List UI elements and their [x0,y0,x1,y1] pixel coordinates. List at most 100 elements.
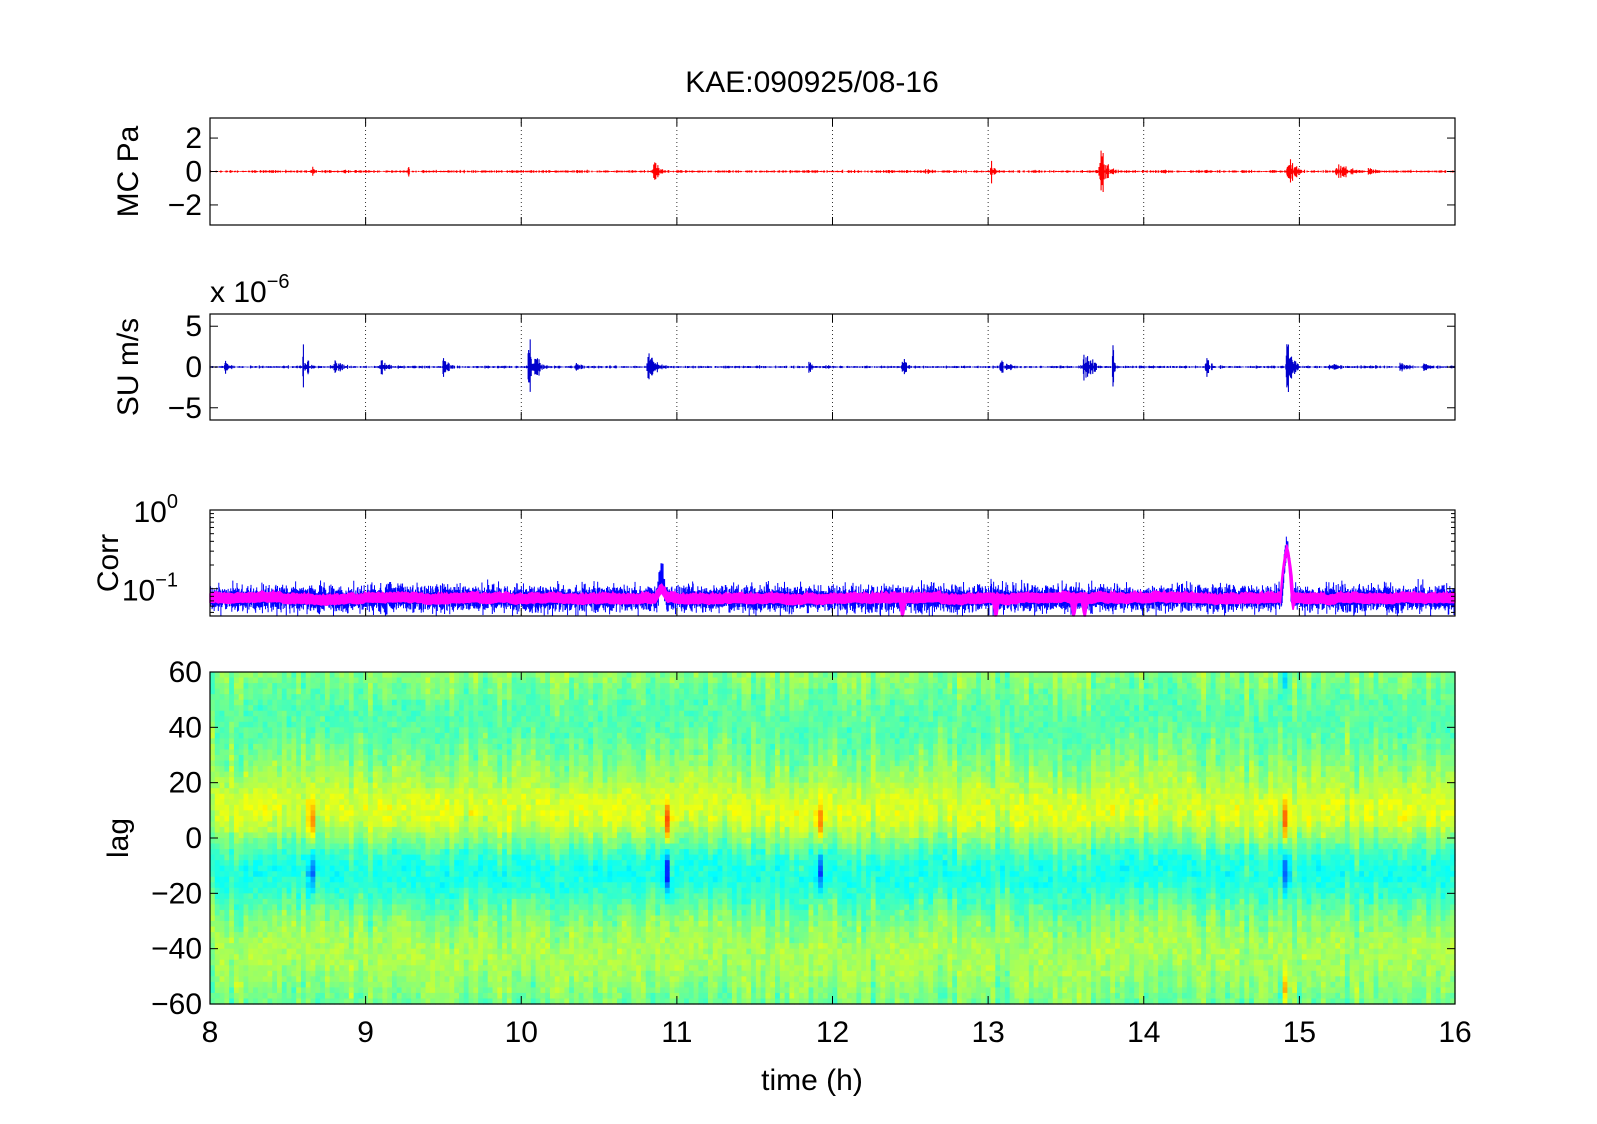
heatmap-cell [531,921,536,927]
heatmap-cell [569,993,574,999]
heatmap-cell [435,860,440,866]
heatmap-cell [373,982,378,988]
heatmap-cell [229,954,234,960]
heatmap-cell [311,810,316,816]
heatmap-cell [411,722,416,728]
heatmap-cell [397,766,402,772]
heatmap-cell [291,738,296,744]
heatmap-cell [445,871,450,877]
heatmap-cell [459,711,464,717]
heatmap-cell [311,683,316,689]
heatmap-cell [325,954,330,960]
heatmap-cell [287,672,292,678]
heatmap-cell [277,976,282,982]
heatmap-cell [229,888,234,894]
heatmap-cell [263,722,268,728]
heatmap-cell [445,683,450,689]
heatmap-cell [531,810,536,816]
heatmap-cell [406,832,411,838]
heatmap-cell [425,783,430,789]
heatmap-cell [569,915,574,921]
heatmap-cell [469,938,474,944]
heatmap-cell [291,871,296,877]
heatmap-cell [411,727,416,733]
heatmap-cell [531,893,536,899]
heatmap-cell [210,904,215,910]
heatmap-cell [445,766,450,772]
heatmap-cell [220,794,225,800]
heatmap-cell [344,838,349,844]
heatmap-cell [516,965,521,971]
heatmap-cell [311,927,316,933]
heatmap-cell [402,678,407,684]
heatmap-cell [277,694,282,700]
heatmap-cell [459,694,464,700]
heatmap-cell [430,849,435,855]
heatmap-cell [536,766,541,772]
heatmap-cell [239,982,244,988]
heatmap-cell [373,689,378,695]
heatmap-cell [392,755,397,761]
heatmap-cell [224,893,229,899]
heatmap-cell [579,744,584,750]
heatmap-cell [507,899,512,905]
heatmap-cell [411,716,416,722]
heatmap-cell [397,838,402,844]
heatmap-cell [253,904,258,910]
heatmap-cell [267,987,272,993]
heatmap-cell [560,755,565,761]
heatmap-cell [416,949,421,955]
heatmap-cell [459,932,464,938]
heatmap-cell [387,727,392,733]
heatmap-cell [574,805,579,811]
heatmap-cell [588,766,593,772]
heatmap-cell [540,744,545,750]
heatmap-cell [282,683,287,689]
heatmap-cell [421,915,426,921]
heatmap-cell [440,960,445,966]
heatmap-cell [282,877,287,883]
heatmap-cell [497,716,502,722]
heatmap-cell [315,727,320,733]
heatmap-cell [402,938,407,944]
heatmap-cell [516,987,521,993]
heatmap-cell [344,849,349,855]
heatmap-cell [526,871,531,877]
heatmap-cell [320,943,325,949]
heatmap-cell [478,705,483,711]
heatmap-cell [435,921,440,927]
heatmap-cell [239,965,244,971]
heatmap-cell [421,849,426,855]
heatmap-cell [588,683,593,689]
heatmap-cell [349,910,354,916]
lag-heatmap-panel: 6040200−20−40−60lag [102,656,1456,1021]
heatmap-cell [263,910,268,916]
heatmap-cell [210,733,215,739]
heatmap-cell [248,954,253,960]
heatmap-cell [373,965,378,971]
heatmap-cell [416,993,421,999]
heatmap-cell [272,716,277,722]
heatmap-cell [574,683,579,689]
heatmap-cell [335,805,340,811]
heatmap-cell [540,810,545,816]
heatmap-cell [550,772,555,778]
heatmap-cell [435,927,440,933]
heatmap-cell [363,700,368,706]
heatmap-cell [555,860,560,866]
heatmap-cell [449,855,454,861]
heatmap-cell [315,749,320,755]
heatmap-cell [531,844,536,850]
heatmap-cell [579,960,584,966]
heatmap-cell [469,860,474,866]
heatmap-cell [306,877,311,883]
heatmap-cell [272,871,277,877]
heatmap-cell [387,971,392,977]
heatmap-cell [315,877,320,883]
heatmap-cell [339,965,344,971]
heatmap-cell [550,744,555,750]
heatmap-cell [473,871,478,877]
heatmap-cell [478,689,483,695]
heatmap-cell [215,810,220,816]
heatmap-cell [387,915,392,921]
